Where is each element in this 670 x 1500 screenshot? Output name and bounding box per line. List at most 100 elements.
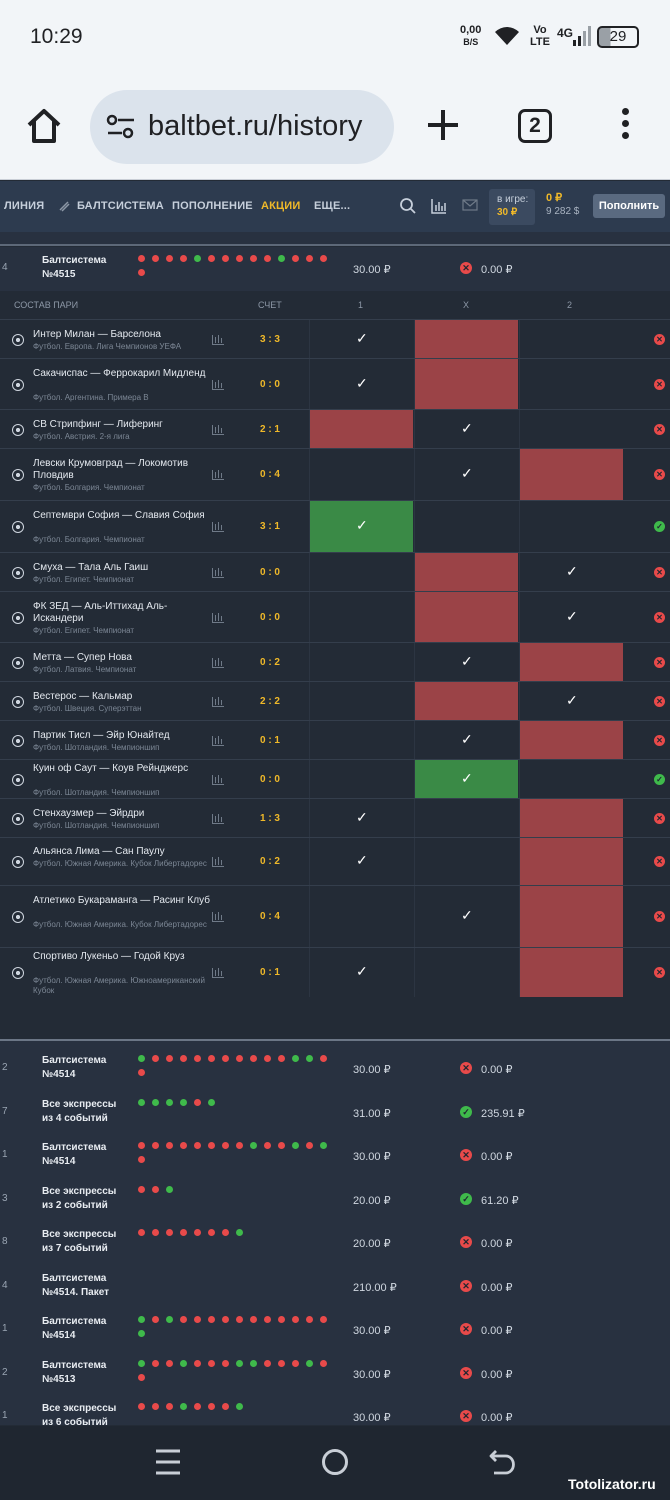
match-stats-icon[interactable] (212, 696, 224, 707)
match-stats-icon[interactable] (212, 968, 224, 978)
table-row[interactable]: ✓ Альянса Лима — Сан Паулу Футбол. Южная А… (0, 837, 670, 885)
match-stats-icon[interactable] (212, 612, 224, 623)
statistics-icon[interactable] (430, 197, 448, 215)
bet-row[interactable]: 8 Все экспрессы из 7 событий 20.00 ₽ ✕ 0.00 … (0, 1221, 670, 1265)
match-stats-icon[interactable] (212, 522, 224, 532)
recent-apps-icon[interactable] (155, 1448, 181, 1476)
match-stats-icon[interactable] (212, 424, 224, 435)
bet-index: 2 (2, 1366, 8, 1378)
outcome-cell-2 (519, 760, 623, 798)
bet-payout: 0.00 ₽ (481, 264, 513, 276)
bet-row[interactable]: 2 Балтсистема №4513 30.00 ₽ ✕ 0.00 ₽ (0, 1352, 670, 1396)
bet-row[interactable]: 1 Балтсистема №4514 30.00 ₽ ✕ 0.00 ₽ (0, 1134, 670, 1178)
more-menu-icon[interactable] (618, 108, 632, 144)
table-row[interactable]: ✓ Метта — Супер Нова Футбол. Латвия. Чемпи… (0, 642, 670, 681)
match-league: Футбол. Египет. Чемпионат (33, 574, 135, 584)
event-lost-dot (194, 1055, 201, 1062)
bet-row[interactable]: 7 Все экспрессы из 4 событий 31.00 ₽ ✓ 235.9… (0, 1091, 670, 1135)
outcome-cell-1: ✓ (309, 359, 413, 409)
match-stats-icon[interactable] (212, 735, 224, 746)
site-settings-icon[interactable] (106, 114, 136, 140)
table-row[interactable]: ✓ Интер Милан — Барселона Футбол. Европа. … (0, 319, 670, 358)
event-lost-dot (152, 1316, 159, 1323)
tab-switcher-button[interactable]: 2 (518, 109, 552, 143)
search-icon[interactable] (399, 197, 417, 215)
event-lost-dot (292, 1316, 299, 1323)
result-lose-icon: ✕ (460, 1323, 472, 1335)
event-lost-dot (166, 255, 173, 262)
match-teams: Септември София — Славия София (33, 510, 205, 521)
bet-stake: 30.00 ₽ (353, 264, 391, 276)
bet-row[interactable]: 1 Балтсистема №4514 30.00 ₽ ✕ 0.00 ₽ (0, 1308, 670, 1352)
table-row[interactable]: ✓ Левски Крумовград — Локомотив Пловдив Фу… (0, 448, 670, 500)
event-won-dot (250, 1142, 257, 1149)
event-won-dot (180, 1403, 187, 1410)
match-teams: Сакачиспас — Феррокарил Мидленд (33, 367, 206, 379)
match-score: 2 : 2 (259, 695, 280, 707)
match-stats-icon[interactable] (212, 567, 224, 578)
table-row[interactable]: ✓ Смуха — Тала Аль Гаиш Футбол. Египет. Че… (0, 552, 670, 591)
system-navigation-bar (0, 1426, 670, 1500)
table-row[interactable]: ✓ Вестерос — Кальмар Футбол. Швеция. Супер… (0, 681, 670, 720)
match-score: 0 : 0 (259, 773, 280, 785)
match-teams: Левски Крумовград — Локомотив Пловдив (33, 458, 189, 481)
event-won-dot (306, 1359, 313, 1367)
event-lost-dot (306, 255, 313, 262)
match-teams: Атлетико Букараманга — Расинг Клуб (33, 895, 210, 906)
table-row[interactable]: ✓ Спортиво Лукеньо — Годой Круз Футбол. Юж… (0, 947, 670, 997)
bet-name: Балтсистема №4513 (42, 1359, 107, 1385)
mail-icon[interactable] (462, 199, 478, 211)
outcome-cell-2 (519, 320, 623, 358)
nav-more[interactable]: ЕЩЕ... (314, 200, 351, 212)
nav-promotions[interactable]: АКЦИИ (261, 200, 301, 212)
table-row[interactable]: ✓ Септември София — Славия София Футбол. Б… (0, 500, 670, 552)
event-lost-dot (166, 1229, 173, 1236)
match-stats-icon[interactable] (212, 813, 224, 824)
nav-baltsystem[interactable]: БАЛТСИСТЕМА (77, 200, 164, 212)
event-lost-dot (320, 1316, 327, 1323)
match-stats-icon[interactable] (212, 857, 224, 867)
result-lose-icon: ✕ (654, 911, 665, 922)
bet-row[interactable]: 2 Балтсистема №4514 30.00 ₽ ✕ 0.00 ₽ (0, 1047, 670, 1091)
nav-line[interactable]: ЛИНИЯ (4, 200, 45, 212)
outcome-cell-2 (519, 886, 623, 947)
table-row[interactable]: ✓ ФК ЗЕД — Аль-Иттихад Аль-Искандери Футбо… (0, 591, 670, 642)
table-row[interactable]: ✓ Сакачиспас — Феррокарил Мидленд Футбол. … (0, 358, 670, 409)
outcome-cell-1 (309, 643, 413, 681)
match-stats-icon[interactable] (212, 912, 224, 922)
match-stats-icon[interactable] (212, 379, 224, 390)
match-stats-icon[interactable] (212, 657, 224, 668)
bet-row[interactable]: 1 Все экспрессы из 6 событий 30.00 ₽ ✕ 0.00 … (0, 1395, 670, 1439)
header-colx: X (463, 300, 470, 310)
event-lost-dot (292, 1359, 299, 1367)
home-icon[interactable] (24, 106, 64, 146)
bet-row[interactable]: 3 Все экспрессы из 2 событий 20.00 ₽ ✓ 61.20… (0, 1178, 670, 1222)
event-lost-dot (222, 1403, 229, 1410)
topup-button[interactable]: Пополнить (593, 194, 665, 218)
table-row[interactable]: ✓ Куин оф Саут — Коув Рейнджерс Футбол. Шо… (0, 759, 670, 798)
bet-payout: 0.00 ₽ (481, 1281, 513, 1294)
new-tab-icon[interactable] (424, 106, 462, 144)
bet-index: 2 (2, 1062, 8, 1073)
nav-deposit[interactable]: ПОПОЛНЕНИЕ (172, 200, 253, 212)
expanded-bet-row[interactable]: 4 Балтсистема №4515 30.00 ₽ ✕ 0.00 ₽ (0, 247, 670, 291)
table-row[interactable]: ✓ Партик Тисл — Эйр Юнайтед Футбол. Шотлан… (0, 720, 670, 759)
bet-row[interactable]: 4 Балтсистема №4514. Пакет 210.00 ₽ ✕ 0.00 ₽ (0, 1265, 670, 1309)
battery-icon: 29 (597, 26, 639, 48)
event-lost-dot (166, 1359, 173, 1367)
result-lose-icon: ✕ (460, 1062, 472, 1074)
url-text[interactable]: baltbet.ru/history (148, 110, 363, 142)
outcome-cell-1: ✓ (309, 799, 413, 837)
bet-stake: 20.00 ₽ (353, 1194, 391, 1207)
match-stats-icon[interactable] (212, 774, 224, 785)
table-row[interactable]: ✓ Атлетико Букараманга — Расинг Клуб Футбо… (0, 885, 670, 947)
table-row[interactable]: ✓ Стенхаузмер — Эйрдри Футбол. Шотландия. … (0, 798, 670, 837)
address-bar[interactable]: baltbet.ru/history (90, 90, 394, 164)
table-row[interactable]: ✓ СВ Стрипфинг — Лиферинг Футбол. Австрия.… (0, 409, 670, 448)
back-icon[interactable] (488, 1448, 516, 1476)
system-home-icon[interactable] (322, 1449, 348, 1475)
match-stats-icon[interactable] (212, 334, 224, 345)
event-won-dot (166, 1316, 173, 1323)
in-game-amount: 30 ₽ (497, 207, 518, 218)
match-stats-icon[interactable] (212, 470, 224, 480)
